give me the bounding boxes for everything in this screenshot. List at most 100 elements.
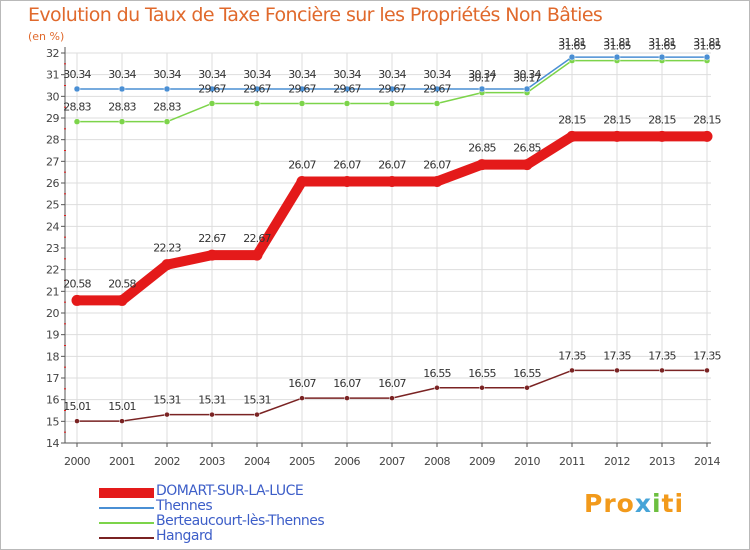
data-point [568,53,576,61]
y-tick-label: 19 [46,329,59,342]
data-label: 22.23 [153,242,181,255]
data-label: 26.85 [468,142,496,155]
data-label: 16.07 [333,377,361,390]
data-label: 31.81 [648,36,676,49]
data-label: 30.34 [513,68,541,81]
data-point [296,175,308,187]
data-label: 31.81 [603,36,631,49]
data-point [388,100,396,107]
legend-swatch [99,522,154,524]
legend-label: Hangard [156,528,213,544]
data-label: 15.01 [108,400,136,413]
data-point [206,249,218,261]
data-label: 16.55 [423,367,451,380]
legend-swatch [99,488,154,498]
x-tick-label: 2014 [694,455,720,468]
data-label: 29.67 [333,82,361,95]
x-tick-label: 2006 [334,455,360,468]
x-tick-label: 2000 [64,455,90,468]
chart-title: Evolution du Taux de Taxe Foncière sur l… [28,4,603,26]
data-label: 30.17 [468,72,496,85]
data-point [521,159,533,171]
data-point [71,294,83,306]
data-point [118,118,126,125]
data-label: 28.15 [693,113,721,126]
x-tick-label: 2004 [244,455,270,468]
data-point [251,249,263,261]
proxiti-logo: Proxiti [584,489,685,518]
data-point [703,53,711,61]
data-point [208,85,216,93]
data-label: 31.81 [693,36,721,49]
y-tick-label: 23 [46,242,59,255]
data-point [298,85,306,93]
data-point [208,100,216,107]
data-point [656,130,668,142]
legend-swatch [99,507,154,509]
y-tick-label: 20 [46,307,59,320]
legend-label: DOMART-SUR-LA-LUCE [156,483,304,499]
data-point [341,175,353,187]
y-tick-label: 21 [46,285,59,298]
data-label: 15.31 [198,394,226,407]
data-label: 22.67 [243,232,271,245]
data-label: 30.34 [153,68,181,81]
data-point [479,385,485,391]
data-point [659,367,665,374]
data-point [118,85,126,93]
data-label: 17.35 [603,349,631,362]
y-tick-label: 17 [46,372,59,385]
data-label: 28.15 [603,113,631,126]
y-tick-label: 22 [46,264,59,277]
data-label: 28.15 [558,113,586,126]
x-tick-label: 2013 [649,455,675,468]
data-label: 20.58 [63,277,91,290]
data-label: 30.34 [333,68,361,81]
data-label: 28.83 [153,101,181,114]
data-label: 30.34 [423,68,451,81]
data-point [73,85,81,93]
y-tick-label: 24 [46,220,59,233]
data-label: 15.31 [153,394,181,407]
data-label: 30.34 [63,68,91,81]
legend-swatch [99,537,154,539]
data-label: 31.65 [693,40,721,53]
data-point [299,395,305,401]
y-tick-label: 26 [46,177,59,190]
data-label: 31.81 [558,36,586,49]
x-tick-label: 2002 [154,455,180,468]
data-label: 29.67 [288,82,316,95]
data-label: 16.07 [378,377,406,390]
data-label: 29.67 [423,82,451,95]
y-tick-label: 25 [46,199,59,212]
data-label: 15.31 [243,394,271,407]
data-point [253,85,261,93]
data-label: 30.34 [198,68,226,81]
data-point [523,85,531,93]
data-label: 30.34 [243,68,271,81]
data-point [74,418,80,424]
data-point [73,118,81,125]
data-point [253,100,261,107]
data-label: 28.15 [648,113,676,126]
data-point [704,367,710,374]
data-point [163,85,171,93]
y-tick-label: 27 [46,155,59,168]
data-point [524,385,530,391]
data-label: 15.01 [63,400,91,413]
data-label: 30.34 [378,68,406,81]
data-point [434,385,440,391]
data-label: 17.35 [648,349,676,362]
data-point [386,175,398,187]
data-label: 17.35 [558,349,586,362]
y-tick-label: 28 [46,134,59,147]
x-tick-label: 2003 [199,455,225,468]
data-label: 29.67 [378,82,406,95]
data-label: 31.65 [603,40,631,53]
data-label: 26.07 [378,158,406,171]
data-label: 30.34 [108,68,136,81]
data-point [476,159,488,171]
data-label: 29.67 [243,82,271,95]
